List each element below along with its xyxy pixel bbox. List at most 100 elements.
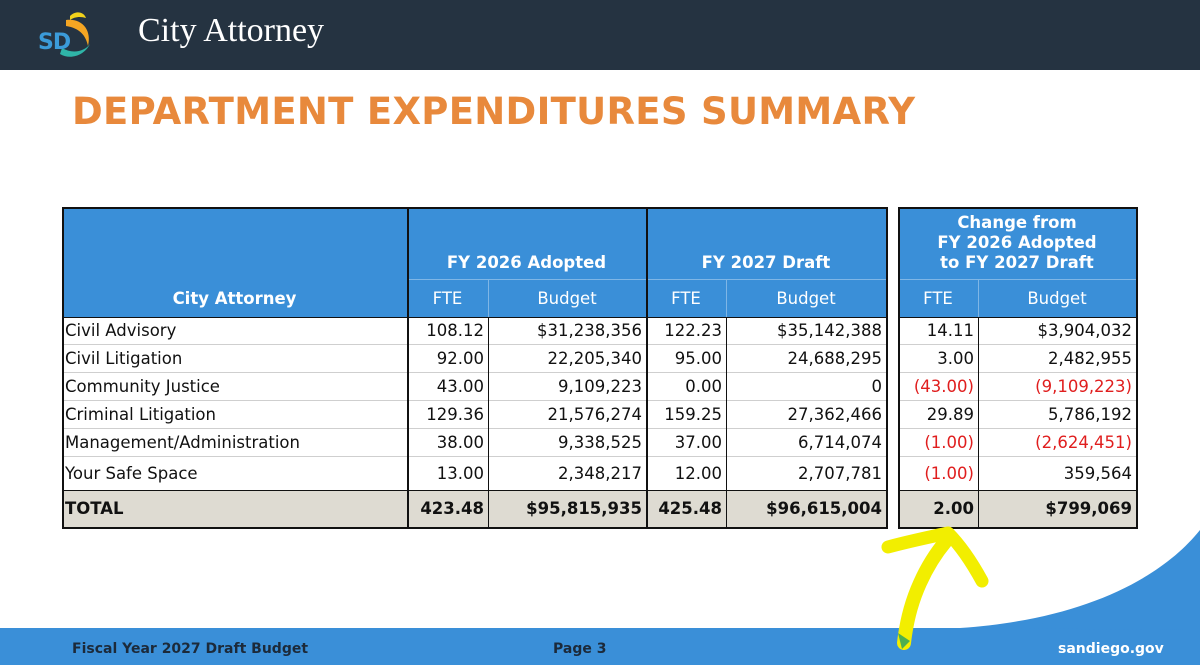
table-border [898,207,1136,209]
cell-change-budget: 2,482,955 [1048,348,1132,368]
cell-fte-2027: 159.25 [664,404,722,424]
header-divider [726,279,727,317]
cell-budget-2026: 2,348,217 [558,463,642,483]
cell-change-budget: $3,904,032 [1037,321,1132,340]
row-divider [62,344,886,345]
group-header-fy2026: FY 2026 Adopted [446,253,607,272]
cell-budget-2027: 0 [871,376,883,396]
header-border [898,317,1136,318]
cell-budget-2027: 2,707,781 [798,463,882,483]
cell-change-fte: 3.00 [937,348,974,368]
row-name: Civil Advisory [65,321,177,340]
page-title: DEPARTMENT EXPENDITURES SUMMARY [72,90,916,133]
cell-fte-2026: 13.00 [436,463,484,483]
cell-change-budget: 5,786,192 [1048,404,1132,424]
row-divider [62,372,886,373]
column-border [726,317,727,527]
column-border [1136,207,1138,529]
cell-change-fte: 29.89 [926,404,974,424]
column-border [978,317,979,527]
column-border [488,317,489,527]
cell-budget-2027: 24,688,295 [787,348,882,368]
cell-change-fte: 2.00 [898,490,978,527]
column-border [898,207,900,529]
cell-fte-2026: 38.00 [436,432,484,452]
table-header-bg [62,207,886,317]
subheader-fte: FTE [923,288,953,308]
cell-fte-2026: 423.48 [407,490,488,527]
table-header-bg-change [898,207,1136,317]
cell-fte-2027: 12.00 [674,463,722,483]
cell-fte-2026: 92.00 [436,348,484,368]
group-header-fy2027: FY 2027 Draft [701,253,831,272]
cell-fte-2027: 95.00 [674,348,722,368]
header-divider [488,279,489,317]
cell-budget-2026: $31,238,356 [537,321,642,340]
row-header-label: City Attorney [172,289,297,308]
cell-change-budget: (2,624,451) [1035,432,1132,452]
cell-fte-2027: 425.48 [646,490,726,527]
cell-change-fte: (43.00) [913,376,974,396]
subheader-budget: Budget [537,288,597,308]
cell-fte-2026: 108.12 [426,321,484,340]
cell-budget-2027: $35,142,388 [777,321,882,340]
row-divider [62,428,886,429]
change-header-line: Change from [957,213,1077,232]
sd-logo-icon: SD [36,8,96,60]
header-border [62,317,886,318]
cell-budget-2026: $95,815,935 [488,490,646,527]
cell-budget-2027: 6,714,074 [798,432,882,452]
row-divider [898,372,1136,373]
subheader-fte: FTE [671,288,701,308]
row-name: Your Safe Space [65,463,198,483]
cell-budget-2026: 22,205,340 [547,348,642,368]
cell-fte-2027: 0.00 [685,376,722,396]
column-border [62,207,64,529]
row-name: Community Justice [65,376,220,396]
subheader-fte: FTE [432,288,463,308]
row-divider [898,344,1136,345]
change-header-line: FY 2026 Adopted [937,233,1097,252]
yellow-arrow-annotation [881,526,989,650]
cell-fte-2026: 43.00 [436,376,484,396]
row-divider [62,456,886,457]
table-border [62,527,886,529]
subheader-budget: Budget [776,288,836,308]
group-header-change: Change from FY 2026 Adopted to FY 2027 Dra… [898,207,1136,273]
cell-budget-2027: $96,615,004 [726,490,886,527]
cell-change-fte: (1.00) [924,432,974,452]
footer-page-number: Page 3 [553,641,607,657]
footer-fiscal-year: Fiscal Year 2027 Draft Budget [72,641,309,657]
change-header-line: to FY 2027 Draft [940,253,1094,272]
column-border [646,207,648,529]
cell-budget-2026: 21,576,274 [547,404,642,424]
cell-fte-2026: 129.36 [426,404,484,424]
logo-text: SD [38,30,71,55]
subheader-budget: Budget [1027,288,1087,308]
cell-change-budget: (9,109,223) [1035,376,1132,396]
table-border [62,207,886,209]
app-title: City Attorney [138,12,325,49]
table-border [898,527,1136,529]
top-bar: SD City Attorney [0,0,1200,70]
total-label: TOTAL [62,490,407,527]
row-name: Civil Litigation [65,348,183,368]
cell-fte-2027: 122.23 [664,321,722,340]
header-divider [898,279,1136,280]
row-divider [898,456,1136,457]
total-border [898,490,1136,491]
cell-budget-2027: 27,362,466 [787,404,882,424]
total-border [62,490,886,491]
row-divider [62,400,886,401]
footer-website-link[interactable]: sandiego.gov [1058,641,1164,657]
column-border [407,207,409,529]
cell-change-budget: $799,069 [978,490,1136,527]
cell-budget-2026: 9,338,525 [558,432,642,452]
table-gap [886,207,898,317]
cell-change-budget: 359,564 [1063,463,1132,483]
cell-budget-2026: 9,109,223 [558,376,642,396]
row-name: Criminal Litigation [65,404,216,424]
row-divider [898,428,1136,429]
cell-change-fte: 14.11 [926,321,974,340]
row-divider [898,400,1136,401]
